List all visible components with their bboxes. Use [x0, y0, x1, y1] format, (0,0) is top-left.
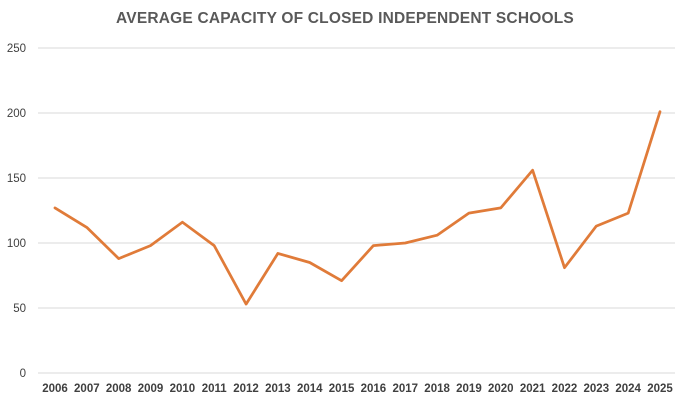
- x-tick-label: 2023: [584, 383, 610, 395]
- x-tick-label: 2019: [456, 383, 482, 395]
- y-tick-label: 250: [7, 43, 26, 55]
- y-tick-label: 0: [20, 368, 26, 380]
- series-line: [53, 110, 662, 306]
- gridlines: [38, 47, 675, 374]
- x-tick-label: 2006: [42, 383, 68, 395]
- chart-title: AVERAGE CAPACITY OF CLOSED INDEPENDENT S…: [116, 10, 574, 27]
- x-tick-label: 2012: [233, 383, 259, 395]
- series-layer: [53, 110, 662, 306]
- x-tick-label: 2010: [170, 383, 196, 395]
- x-tick-label: 2014: [297, 383, 323, 395]
- x-tick-label: 2015: [329, 383, 355, 395]
- y-axis-ticks: 0 50 100 150 200 250: [7, 43, 26, 380]
- x-tick-label: 2018: [424, 383, 450, 395]
- x-axis-ticks: 2006 2007 2008 2009 2010 2011 2012 2013 2014 2015…: [42, 383, 673, 395]
- x-tick-label: 2024: [615, 383, 641, 395]
- x-tick-label: 2021: [520, 383, 546, 395]
- x-tick-label: 2020: [488, 383, 514, 395]
- x-tick-label: 2013: [265, 383, 291, 395]
- y-tick-label: 150: [7, 173, 26, 185]
- x-tick-label: 2017: [392, 383, 418, 395]
- y-tick-label: 200: [7, 108, 26, 120]
- y-tick-label: 100: [7, 238, 26, 250]
- x-tick-label: 2009: [138, 383, 164, 395]
- x-tick-label: 2025: [647, 383, 673, 395]
- x-tick-label: 2011: [202, 383, 228, 395]
- x-tick-label: 2016: [361, 383, 387, 395]
- x-tick-label: 2007: [74, 383, 100, 395]
- x-tick-label: 2022: [552, 383, 578, 395]
- y-tick-label: 50: [13, 303, 26, 315]
- x-tick-label: 2008: [106, 383, 132, 395]
